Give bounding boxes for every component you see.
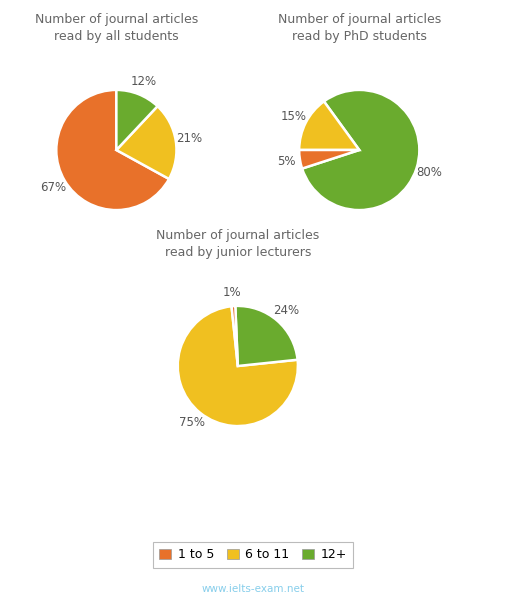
Text: 21%: 21% (175, 132, 201, 145)
Text: 67%: 67% (40, 181, 66, 194)
Wedge shape (301, 90, 419, 210)
Text: 1%: 1% (223, 286, 241, 299)
Wedge shape (235, 306, 297, 366)
Title: Number of journal articles
read by all students: Number of journal articles read by all s… (35, 13, 197, 43)
Text: 24%: 24% (272, 304, 298, 317)
Text: 5%: 5% (277, 155, 295, 168)
Legend: 1 to 5, 6 to 11, 12+: 1 to 5, 6 to 11, 12+ (153, 542, 352, 568)
Wedge shape (231, 306, 237, 366)
Text: 12%: 12% (130, 76, 156, 88)
Text: 15%: 15% (280, 110, 307, 123)
Title: Number of journal articles
read by PhD students: Number of journal articles read by PhD s… (277, 13, 440, 43)
Text: www.ielts-exam.net: www.ielts-exam.net (201, 584, 304, 594)
Text: 80%: 80% (415, 166, 441, 179)
Wedge shape (116, 90, 157, 150)
Wedge shape (56, 90, 169, 210)
Wedge shape (177, 306, 297, 426)
Wedge shape (116, 106, 176, 179)
Title: Number of journal articles
read by junior lecturers: Number of journal articles read by junio… (156, 229, 319, 259)
Wedge shape (298, 101, 359, 150)
Text: 75%: 75% (178, 416, 205, 430)
Wedge shape (298, 150, 359, 169)
